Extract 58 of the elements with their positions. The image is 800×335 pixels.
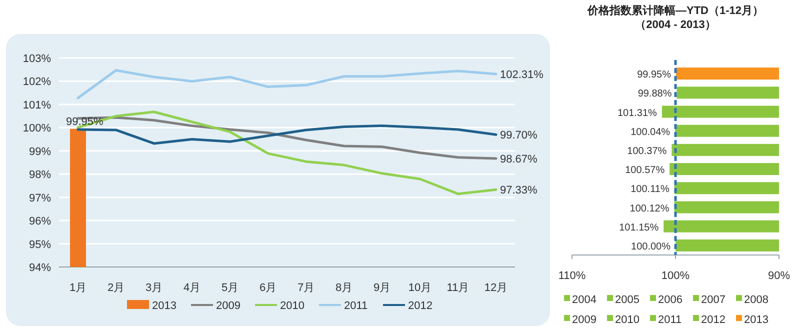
y-tick-label: 95% xyxy=(28,238,52,251)
chart-subtitle: （2004 - 2013） xyxy=(635,19,716,31)
x-tick-label: 9月 xyxy=(373,282,391,294)
x-tick-label: 4月 xyxy=(183,282,201,294)
chart-title: 价格指数累计降幅—YTD（1-12月） xyxy=(586,4,764,17)
legend-label: 2010 xyxy=(280,300,304,312)
y-tick-label: 102% xyxy=(22,76,52,88)
legend-label: 2004 xyxy=(572,294,596,306)
x-tick-label: 8月 xyxy=(335,282,353,294)
data-label: 101.15% xyxy=(619,222,659,234)
data-label: 100.11% xyxy=(630,184,670,196)
legend-label: 2013 xyxy=(152,300,176,312)
data-label: 100.12% xyxy=(630,203,670,214)
y-tick-label: 103% xyxy=(22,53,52,65)
y-tick-label: 98% xyxy=(28,169,52,182)
data-label: 102.31% xyxy=(500,69,544,82)
legend-label: 2006 xyxy=(658,294,682,306)
data-label: 100.00% xyxy=(631,241,671,252)
x-tick-label: 11月 xyxy=(446,282,470,294)
x-tick-label: 5月 xyxy=(221,282,239,294)
legend-label: 2009 xyxy=(216,300,240,312)
legend-label: 2010 xyxy=(615,314,640,326)
x-tick-label: 6月 xyxy=(259,282,277,294)
legend-label: 2009 xyxy=(572,314,596,326)
legend-label: 2012 xyxy=(701,314,726,326)
y-tick-label: 100% xyxy=(22,122,52,135)
data-label: 100.37% xyxy=(627,146,667,157)
x-tick-label: 10月 xyxy=(408,282,432,294)
legend-label: 2008 xyxy=(744,294,768,306)
legend-label: 2012 xyxy=(408,300,432,312)
x-tick-label: 3月 xyxy=(145,282,163,294)
x-tick-label: 2月 xyxy=(107,282,125,294)
data-label: 98.67% xyxy=(500,154,538,166)
legend-label: 2011 xyxy=(658,314,682,326)
data-label: 99.88% xyxy=(638,88,672,100)
data-label: 97.33% xyxy=(500,184,538,197)
legend-label: 2011 xyxy=(344,300,368,312)
y-tick-label: 101% xyxy=(22,99,52,112)
data-label: 100.04% xyxy=(630,126,670,138)
x-tick-label: 110% xyxy=(558,270,586,282)
x-tick-label: 12月 xyxy=(484,282,508,294)
legend-label: 2005 xyxy=(615,294,640,306)
x-tick-label: 1月 xyxy=(69,282,87,294)
data-label: 99.70% xyxy=(500,130,538,142)
x-tick-label: 90% xyxy=(768,270,790,282)
data-label: 99.95% xyxy=(637,70,672,81)
line-series xyxy=(76,69,498,100)
x-tick-label: 7月 xyxy=(297,282,315,294)
y-tick-label: 96% xyxy=(28,216,52,228)
y-tick-label: 97% xyxy=(28,192,52,204)
legend-label: 2007 xyxy=(701,294,726,306)
x-tick-label: 100% xyxy=(661,270,690,282)
y-tick-label: 99% xyxy=(28,146,52,158)
data-label: 101.31% xyxy=(617,108,658,119)
y-tick-label: 94% xyxy=(28,262,52,274)
data-label: 100.57% xyxy=(625,165,665,176)
legend-label: 2013 xyxy=(744,314,768,326)
line-series xyxy=(76,124,498,145)
